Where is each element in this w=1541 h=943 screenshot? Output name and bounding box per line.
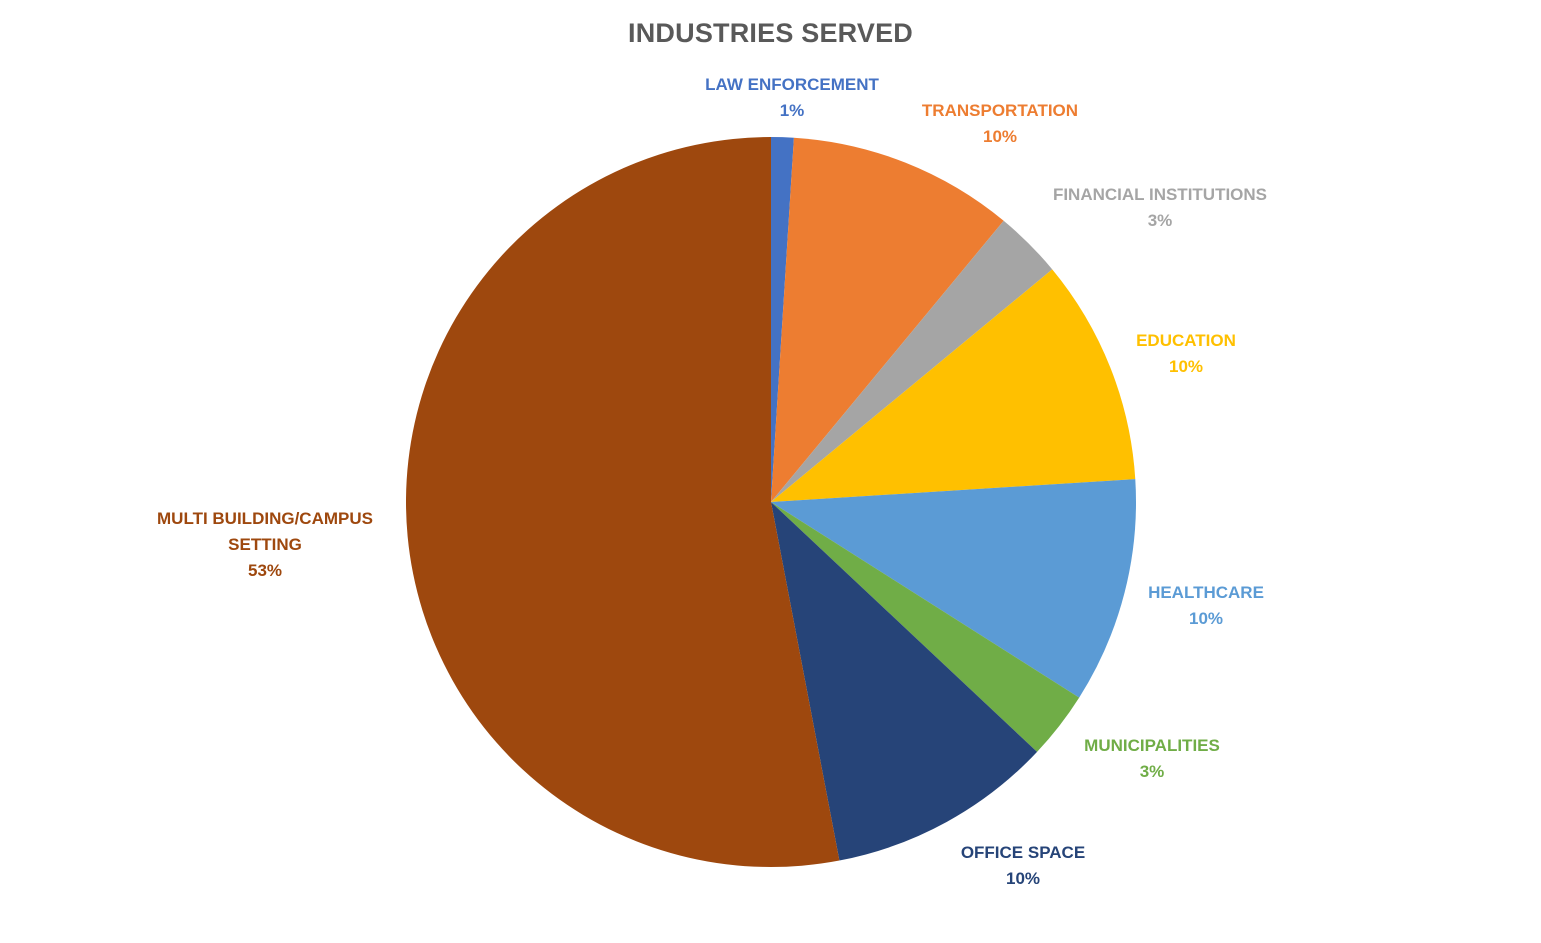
slice-category-label: LAW ENFORCEMENT [705,75,879,94]
slice-percent-label: 53% [248,561,282,580]
slice-percent-label: 10% [1189,609,1223,628]
slice-category-label: TRANSPORTATION [922,101,1078,120]
pie-slice-financial-institutions [771,220,1053,502]
pie-slice-transportation [771,137,1004,502]
data-label-municipalities: MUNICIPALITIES 3% [1084,736,1220,781]
pie-slice-office-space [771,502,1038,861]
labels-layer: LAW ENFORCEMENT 1% TRANSPORTATION 10% FINANC… [157,75,1267,888]
data-label-transportation: TRANSPORTATION 10% [922,101,1078,146]
data-label-multi-building-campus-setting: MULTI BUILDING/CAMPUS SETTING 53% [157,509,373,580]
pie-slice-law-enforcement [771,137,794,502]
slice-percent-label: 1% [780,101,805,120]
slice-percent-label: 3% [1140,762,1165,781]
slice-percent-label: 10% [983,127,1017,146]
slice-percent-label: 10% [1169,357,1203,376]
slices-layer [406,137,1136,867]
pie-slice-municipalities [771,502,1080,752]
slice-category-label: EDUCATION [1136,331,1236,350]
data-label-financial-institutions: FINANCIAL INSTITUTIONS 3% [1053,185,1267,230]
slice-category-label: MULTI BUILDING/CAMPUS [157,509,373,528]
slice-percent-label: 3% [1148,211,1173,230]
data-label-office-space: OFFICE SPACE 10% [961,843,1085,888]
pie-slice-multi-building-campus-setting [406,137,840,867]
chart-title: INDUSTRIES SERVED [628,18,913,48]
data-label-law-enforcement: LAW ENFORCEMENT 1% [705,75,879,120]
pie-slice-healthcare [771,479,1136,698]
slice-category-label: HEALTHCARE [1148,583,1264,602]
slice-category-label: MUNICIPALITIES [1084,736,1220,755]
data-label-healthcare: HEALTHCARE 10% [1148,583,1264,628]
data-label-education: EDUCATION 10% [1136,331,1236,376]
slice-percent-label: 10% [1006,869,1040,888]
slice-category-label: OFFICE SPACE [961,843,1085,862]
pie-slice-education [771,269,1136,502]
slice-category-label: SETTING [228,535,302,554]
slice-category-label: FINANCIAL INSTITUTIONS [1053,185,1267,204]
